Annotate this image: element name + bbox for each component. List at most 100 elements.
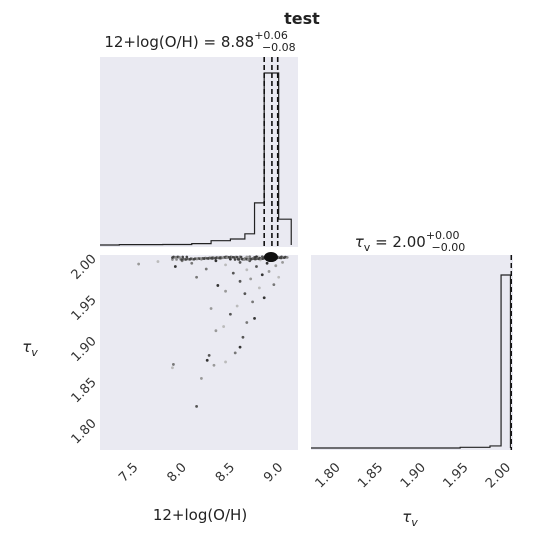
hist-tau-x-tick-4: 2.00 [483, 460, 514, 491]
scatter-point [204, 267, 208, 271]
scatter-point [222, 325, 226, 328]
scatter-point [257, 257, 260, 261]
scatter-point [253, 316, 256, 320]
scatter-point [235, 304, 239, 308]
scatter-y-tick-4: 2.00 [69, 252, 100, 283]
scatter-point [267, 270, 271, 273]
scatter-point [180, 258, 183, 261]
hist-oh-title-plus: +0.06 [254, 29, 288, 42]
scatter-point [245, 255, 249, 259]
scatter-point [281, 261, 284, 264]
scatter-point [212, 363, 216, 367]
scatter-point [214, 259, 218, 263]
hist-oh-title-label: 12+log(O/H) = [104, 33, 220, 51]
hist-tau-panel: τv = 2.00+0.00 −0.00 1.80 1.85 1.90 1.95 2.00… [311, 229, 514, 529]
scatter-point [249, 277, 253, 281]
scatter-point [181, 255, 184, 259]
scatter-point [250, 257, 253, 261]
scatter-point [286, 256, 289, 259]
hist-tau-step-line [311, 274, 512, 449]
scatter-point [272, 283, 276, 287]
figure-title: test [284, 9, 320, 28]
scatter-point [238, 279, 242, 283]
scatter-point [260, 273, 264, 277]
scatter-point [241, 335, 245, 339]
scatter-point [190, 261, 194, 265]
scatter-point [248, 255, 252, 259]
hist-oh-title-value: 8.88 [221, 33, 254, 51]
scatter-point [257, 286, 261, 290]
scatter-point [174, 256, 177, 259]
scatter-point [255, 265, 258, 268]
scatter-point [205, 358, 209, 362]
scatter-point [224, 263, 227, 267]
scatter-point [211, 257, 214, 260]
hist-tau-title-plus: +0.00 [426, 229, 460, 242]
scatter-point [237, 258, 241, 261]
scatter-point [228, 256, 232, 259]
scatter-point [207, 257, 210, 260]
scatter-point [185, 255, 189, 259]
scatter-point [192, 257, 196, 261]
scatter-point [216, 284, 220, 287]
hist-tau-title-value: 2.00 [392, 233, 425, 251]
scatter-x-axis-label: 12+log(O/H) [153, 506, 247, 524]
hist-tau-x-axis-label: τv [402, 508, 418, 529]
scatter-point [195, 257, 199, 261]
hist-oh-step-line [100, 72, 292, 246]
scatter-y-tick-0: 1.80 [69, 416, 100, 447]
scatter-point [225, 256, 229, 260]
scatter-point [199, 257, 203, 261]
scatter-point [173, 265, 177, 268]
scatter-x-tick-2: 8.5 [213, 460, 238, 485]
scatter-point [224, 360, 227, 364]
scatter-point [195, 275, 198, 279]
hist-tau-title: τv = 2.00+0.00 −0.00 [355, 229, 466, 254]
scatter-point [207, 353, 211, 357]
scatter-x-tick-3: 9.0 [261, 460, 286, 485]
scatter-x-tick-0: 7.5 [116, 460, 141, 485]
scatter-point [184, 258, 188, 261]
scatter-panel: 7.5 8.0 8.5 9.0 1.80 1.85 1.90 1.95 2.00 12+log… [22, 252, 298, 524]
scatter-point [218, 256, 221, 260]
scatter-point [238, 261, 242, 264]
scatter-point [245, 268, 249, 272]
hist-oh-title: 12+log(O/H) = 8.88+0.06 −0.08 [104, 29, 295, 54]
scatter-point [247, 258, 250, 261]
scatter-y-axis-label: τv [22, 338, 38, 359]
scatter-point [233, 351, 237, 355]
scatter-dense-core [263, 252, 278, 263]
scatter-point [245, 321, 249, 324]
scatter-point [239, 255, 243, 259]
scatter-point [277, 275, 281, 279]
scatter-point [188, 258, 192, 261]
hist-tau-title-minus: −0.00 [432, 241, 466, 254]
scatter-point [171, 256, 174, 259]
scatter-point [137, 262, 141, 266]
scatter-y-axis-symbol: τ [22, 338, 32, 356]
hist-oh-background [100, 57, 298, 247]
scatter-point [282, 256, 286, 259]
scatter-point [242, 258, 246, 261]
scatter-point [279, 256, 283, 260]
hist-oh-title-minus: −0.08 [262, 41, 296, 54]
scatter-x-tick-1: 8.0 [165, 460, 190, 485]
scatter-point [262, 296, 266, 300]
scatter-y-tick-2: 1.90 [69, 334, 100, 365]
scatter-point [171, 366, 174, 370]
scatter-point [221, 256, 224, 260]
scatter-point [243, 292, 247, 296]
hist-tau-x-tick-2: 1.90 [398, 460, 429, 491]
scatter-point [228, 312, 232, 316]
scatter-point [265, 261, 269, 265]
hist-tau-x-tick-0: 1.80 [313, 460, 344, 491]
hist-tau-x-tick-1: 1.85 [355, 460, 386, 491]
scatter-point [156, 260, 160, 263]
scatter-point [254, 257, 257, 261]
scatter-point [233, 258, 237, 261]
scatter-point [238, 345, 242, 349]
scatter-point [224, 289, 227, 293]
hist-oh-panel: 12+log(O/H) = 8.88+0.06 −0.08 [100, 29, 298, 247]
hist-tau-background [311, 255, 513, 450]
